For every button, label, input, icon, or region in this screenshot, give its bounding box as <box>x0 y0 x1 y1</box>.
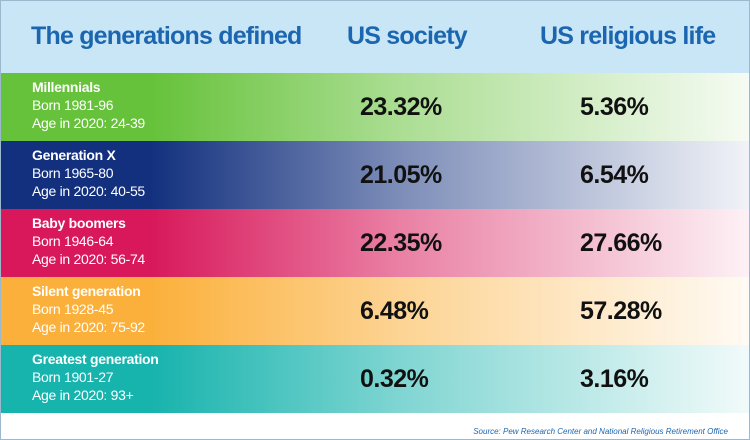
generation-born: Born 1928-45 <box>32 301 114 317</box>
generation-label: Silent generation Born 1928-45 Age in 2020… <box>0 277 330 345</box>
generation-age: Age in 2020: 40-55 <box>32 183 145 199</box>
us-religious-life-value: 57.28% <box>580 296 662 325</box>
table-row: Baby boomers Born 1946-64 Age in 2020: 56-… <box>0 209 750 277</box>
us-religious-life-value: 6.54% <box>580 160 649 189</box>
column-header-us-religious-life: US religious life <box>540 22 716 50</box>
us-society-value: 6.48% <box>360 296 429 325</box>
generation-label: Generation X Born 1965-80 Age in 2020: 40-… <box>0 141 330 209</box>
source-note: Source: Pew Research Center and National… <box>473 427 728 436</box>
us-society-value: 21.05% <box>360 160 442 189</box>
generation-name: Generation X <box>32 147 116 163</box>
table-row: Millennials Born 1981-96 Age in 2020: 24-3… <box>0 73 750 141</box>
generation-age: Age in 2020: 56-74 <box>32 251 145 267</box>
table-row: Greatest generation Born 1901-27 Age in 20… <box>0 345 750 413</box>
column-header-generations: The generations defined <box>31 22 302 50</box>
us-religious-life-value: 27.66% <box>580 228 662 257</box>
generation-age: Age in 2020: 24-39 <box>32 115 145 131</box>
column-header-us-society: US society <box>347 22 468 50</box>
generation-label: Baby boomers Born 1946-64 Age in 2020: 56-… <box>0 209 330 277</box>
table-row: Silent generation Born 1928-45 Age in 2020… <box>0 277 750 345</box>
us-religious-life-value: 5.36% <box>580 92 649 121</box>
generation-name: Baby boomers <box>32 215 126 231</box>
generation-name: Silent generation <box>32 283 141 299</box>
generation-label: Greatest generation Born 1901-27 Age in 20… <box>0 345 330 413</box>
generation-name: Millennials <box>32 79 101 95</box>
us-society-value: 22.35% <box>360 228 442 257</box>
generation-age: Age in 2020: 93+ <box>32 387 134 403</box>
table-row: Generation X Born 1965-80 Age in 2020: 40-… <box>0 141 750 209</box>
generation-name: Greatest generation <box>32 351 159 367</box>
generation-born: Born 1901-27 <box>32 369 114 385</box>
us-society-value: 23.32% <box>360 92 442 121</box>
generation-born: Born 1965-80 <box>32 165 114 181</box>
generation-born: Born 1981-96 <box>32 97 114 113</box>
us-religious-life-value: 3.16% <box>580 364 649 393</box>
table-header: The generations defined US society US re… <box>0 0 750 73</box>
generation-label: Millennials Born 1981-96 Age in 2020: 24-3… <box>0 73 330 141</box>
generation-born: Born 1946-64 <box>32 233 114 249</box>
us-society-value: 0.32% <box>360 364 429 393</box>
generation-age: Age in 2020: 75-92 <box>32 319 145 335</box>
